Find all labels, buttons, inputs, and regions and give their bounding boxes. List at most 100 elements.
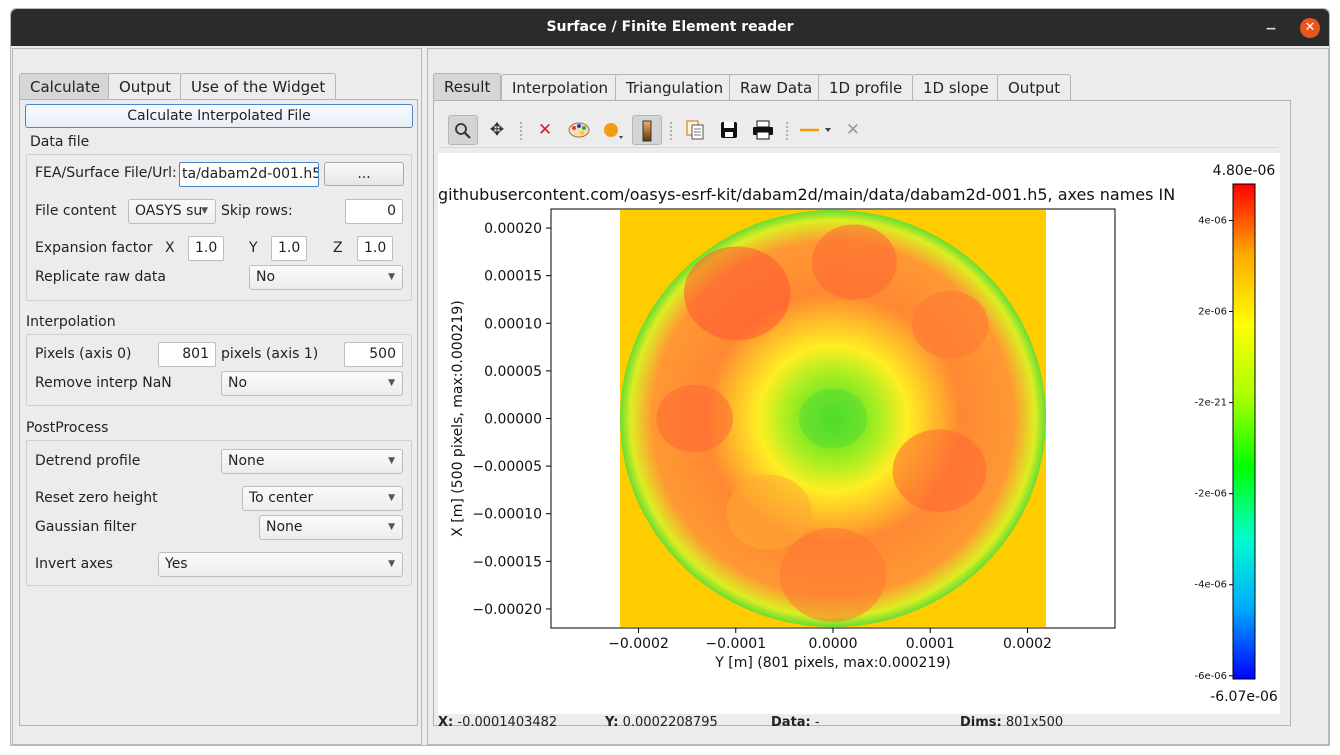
file-content-label: File content [35, 203, 117, 219]
reset-zero-label: Reset zero height [35, 490, 158, 506]
colorbar-tick-label: 4e-06 [1198, 215, 1227, 226]
tab-interpolation[interactable]: Interpolation [501, 74, 619, 101]
tab-output-right[interactable]: Output [997, 74, 1072, 101]
colorbar-tick-label: -6e-06 [1195, 671, 1227, 682]
status-dims: Dims: 801x500 [960, 715, 1063, 730]
expansion-x-field[interactable]: 1.0 [188, 236, 224, 261]
control-panel: Calculate Output Use of the Widget Calcu… [12, 48, 422, 745]
x-tick-label: 0.0000 [809, 636, 858, 652]
y-tick-label: −0.00005 [472, 459, 542, 475]
x-tick-label: 0.0001 [906, 636, 955, 652]
status-dims-label: Dims: [960, 715, 1002, 730]
save-icon[interactable] [714, 115, 744, 145]
chevron-down-icon: ▼ [388, 559, 395, 569]
status-dims-value: 801x500 [1005, 715, 1064, 730]
y-tick-label: 0.00010 [484, 316, 542, 332]
detrend-label: Detrend profile [35, 453, 141, 469]
zoom-icon[interactable] [448, 115, 478, 145]
surface-feature [892, 429, 987, 512]
status-x-value: -0.0001403482 [457, 715, 558, 730]
remove-nan-select[interactable]: No ▼ [221, 371, 403, 396]
replicate-value: No [256, 269, 276, 285]
file-content-value: OASYS su [135, 203, 203, 219]
browse-button[interactable]: ... [324, 162, 404, 186]
interpolation-group: Pixels (axis 0) 801 pixels (axis 1) 500 … [26, 334, 412, 406]
invert-axes-label: Invert axes [35, 556, 113, 572]
x-tick-label: −0.0001 [705, 636, 766, 652]
file-url-field[interactable]: ta/dabam2d-001.h5 [179, 162, 319, 187]
surface-feature [798, 388, 868, 449]
data-file-group: FEA/Surface File/Url: ta/dabam2d-001.h5 … [26, 154, 412, 301]
y-tick-label: 0.00005 [484, 364, 542, 380]
replicate-label: Replicate raw data [35, 269, 166, 285]
toolbar-separator [786, 122, 788, 140]
y-axis-label: X [m] (500 pixels, max:0.000219) [450, 300, 466, 537]
crosshair-icon[interactable]: ✕ [845, 120, 861, 140]
colorbar-tick-label: -4e-06 [1195, 580, 1227, 591]
tab-triangulation[interactable]: Triangulation [615, 74, 735, 101]
results-panel: Result Interpolation Triangulation Raw D… [427, 48, 1329, 745]
minimize-icon[interactable]: − [1265, 21, 1277, 37]
status-bar: X: -0.0001403482 Y: 0.0002208795 Data: -… [438, 713, 1280, 733]
chevron-down-icon: ▼ [388, 493, 395, 503]
y-tick-label: 0.00000 [484, 412, 542, 428]
tab-1d-slope[interactable]: 1D slope [912, 74, 1000, 101]
gaussian-filter-label: Gaussian filter [35, 519, 137, 535]
expansion-z-label: Z [333, 240, 343, 256]
y-tick-label: 0.00020 [484, 221, 542, 237]
skip-rows-label: Skip rows: [221, 203, 293, 219]
clear-icon[interactable]: ✕ [537, 120, 553, 140]
skip-rows-field[interactable]: 0 [345, 199, 403, 224]
colorbar-tick-label: 2e-06 [1198, 307, 1227, 318]
interpolation-title: Interpolation [26, 314, 116, 330]
postprocess-title: PostProcess [26, 420, 109, 436]
chevron-down-icon: ▼ [388, 522, 395, 532]
toolbar-separator [520, 122, 522, 140]
surface-feature [911, 290, 989, 359]
plot-toolbar: ✥ ✕ ✕ [440, 112, 1278, 148]
close-icon[interactable]: ✕ [1300, 18, 1320, 38]
tab-calculate[interactable]: Calculate [19, 73, 112, 100]
expansion-y-field[interactable]: 1.0 [271, 236, 307, 261]
surface-feature [811, 224, 897, 300]
calculate-interpolated-button[interactable]: Calculate Interpolated File [25, 104, 413, 128]
tab-result[interactable]: Result [433, 73, 502, 100]
status-y: Y: 0.0002208795 [605, 715, 718, 730]
chevron-down-icon: ▼ [201, 206, 208, 216]
colorbar-gradient [1232, 183, 1256, 680]
pan-icon[interactable]: ✥ [489, 120, 505, 140]
surface-feature [656, 384, 733, 453]
colormap-icon[interactable] [564, 115, 594, 145]
heatmap-plot[interactable]: githubusercontent.com/oasys-esrf-kit/dab… [438, 153, 1190, 714]
data-file-title: Data file [30, 134, 90, 150]
colorbar-max-label: 4.80e-06 [1213, 163, 1276, 179]
pixels-axis1-label: pixels (axis 1) [221, 346, 319, 362]
copy-icon[interactable] [680, 115, 710, 145]
tab-output[interactable]: Output [108, 73, 183, 100]
x-tick-label: −0.0002 [608, 636, 669, 652]
pixels-axis0-field[interactable]: 801 [158, 342, 216, 367]
colorbar-icon[interactable] [632, 115, 662, 145]
detrend-select[interactable]: None ▼ [221, 449, 403, 474]
reset-zero-value: To center [249, 490, 314, 506]
pixels-axis0-label: Pixels (axis 0) [35, 346, 132, 362]
tab-raw-data[interactable]: Raw Data [729, 74, 824, 101]
print-icon[interactable] [748, 115, 778, 145]
marker-icon[interactable] [598, 115, 628, 145]
replicate-select[interactable]: No ▼ [249, 265, 403, 290]
gaussian-filter-select[interactable]: None ▼ [259, 515, 403, 540]
tab-1d-profile[interactable]: 1D profile [818, 74, 914, 101]
expansion-z-field[interactable]: 1.0 [357, 236, 393, 261]
tab-use-of-widget[interactable]: Use of the Widget [180, 73, 337, 100]
file-label: FEA/Surface File/Url: [35, 165, 177, 181]
status-y-value: 0.0002208795 [622, 715, 718, 730]
pixels-axis1-field[interactable]: 500 [344, 342, 403, 367]
y-tick-label: 0.00015 [484, 269, 542, 285]
file-content-select[interactable]: OASYS su ▼ [128, 199, 216, 224]
chevron-down-icon: ▼ [388, 378, 395, 388]
invert-axes-select[interactable]: Yes ▼ [158, 552, 403, 577]
line-style-icon[interactable] [796, 115, 836, 145]
status-x: X: -0.0001403482 [438, 715, 557, 730]
plot-area: githubusercontent.com/oasys-esrf-kit/dab… [438, 153, 1190, 714]
reset-zero-select[interactable]: To center ▼ [242, 486, 403, 511]
